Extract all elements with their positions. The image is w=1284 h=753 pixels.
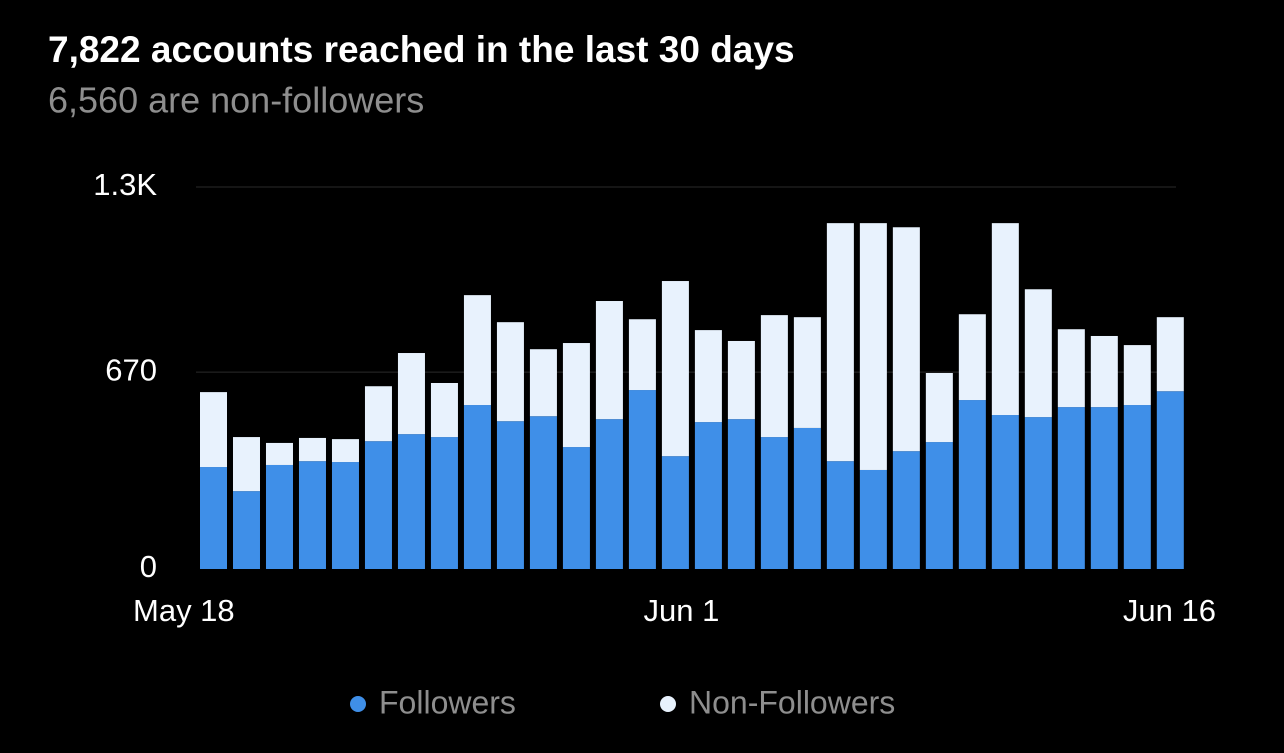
bar-segment: [1057, 329, 1085, 408]
bar-segment: [265, 442, 293, 465]
x-tick-label: Jun 1: [643, 593, 719, 628]
bar-segment: [991, 415, 1019, 569]
chart-title: 7,822 accounts reached in the last 30 da…: [48, 29, 795, 70]
bar-segment: [397, 434, 425, 569]
bar-segment: [200, 467, 227, 569]
bar-segment: [1057, 407, 1085, 569]
bar-segment: [496, 322, 524, 422]
bar-segment: [595, 301, 623, 420]
bar-segment: [364, 441, 392, 569]
bar-segment: [397, 353, 425, 435]
bar-segment: [430, 382, 458, 438]
bar-segment: [727, 340, 755, 420]
legend-label: Followers: [379, 684, 516, 720]
bar-segment: [595, 419, 623, 569]
bar-segment: [793, 317, 821, 428]
legend-label: Non-Followers: [689, 684, 895, 720]
bar-segment: [1123, 345, 1151, 406]
bar-segment: [430, 437, 458, 569]
bar-segment: [463, 295, 491, 406]
bar-segment: [892, 451, 920, 569]
legend-swatch: [660, 696, 676, 712]
bar-segment: [991, 223, 1019, 416]
bar-segment: [1090, 407, 1118, 569]
bar-segment: [727, 419, 755, 569]
bar-segment: [925, 373, 953, 443]
bar-segment: [298, 437, 326, 462]
bar-segment: [200, 392, 227, 468]
bar-segment: [232, 491, 260, 569]
bar-segment: [958, 314, 986, 401]
bar-segment: [694, 422, 722, 569]
bar-segment: [1024, 417, 1052, 569]
bar-segment: [463, 405, 491, 569]
x-tick-label: Jun 16: [1123, 593, 1216, 628]
bar-segment: [1156, 391, 1184, 569]
bar-segment: [694, 330, 722, 423]
chart-subtitle: 6,560 are non-followers: [48, 80, 424, 121]
bar-segment: [1090, 335, 1118, 408]
bar-segment: [331, 439, 359, 463]
bar-segment: [1123, 405, 1151, 569]
bar-segment: [793, 427, 821, 569]
bar-segment: [859, 469, 887, 569]
bar-segment: [628, 319, 656, 391]
bar-segment: [364, 386, 392, 442]
y-tick-label: 1.3K: [93, 167, 157, 202]
bar-segment: [331, 462, 359, 569]
bar-segment: [529, 349, 557, 417]
bar-segment: [661, 281, 689, 457]
bar-segment: [661, 456, 689, 569]
bar-segment: [628, 390, 656, 569]
bar-segment: [760, 437, 788, 569]
bar-segment: [826, 461, 854, 569]
bar-segment: [529, 416, 557, 569]
legend-swatch: [350, 696, 366, 712]
bar-segment: [1156, 317, 1184, 392]
bar-segment: [859, 223, 887, 470]
bar-segment: [562, 447, 590, 569]
bar-segment: [760, 315, 788, 438]
bar-segment: [232, 437, 260, 492]
bar-segment: [1024, 289, 1052, 418]
y-tick-label: 0: [140, 549, 157, 584]
bar-segment: [298, 461, 326, 569]
y-tick-label: 670: [105, 352, 157, 387]
bar-segment: [892, 227, 920, 452]
bar-segment: [562, 343, 590, 448]
bar-segment: [265, 464, 293, 569]
bar-segment: [826, 223, 854, 462]
x-tick-label: May 18: [133, 593, 235, 628]
bar-segment: [496, 421, 524, 569]
bar-segment: [925, 442, 953, 569]
bar-segment: [958, 400, 986, 569]
